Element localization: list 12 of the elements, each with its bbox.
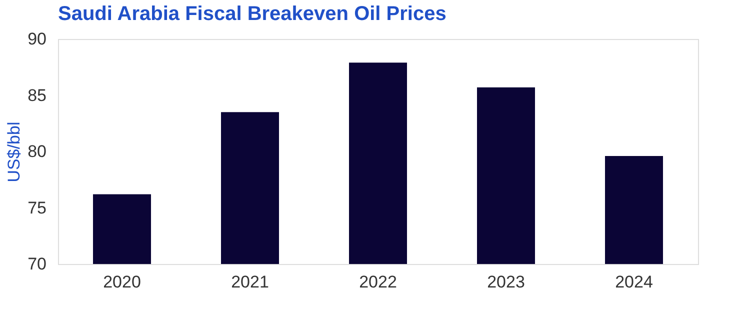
y-tick-label: 85 [28,86,46,105]
y-tick-label: 75 [28,198,46,218]
x-tick-label: 2024 [615,272,653,292]
y-tick-label: 90 [28,30,46,48]
y-axis-title: US$/bbl [4,122,24,182]
y-tick-label: 80 [28,142,46,161]
chart-title: Saudi Arabia Fiscal Breakeven Oil Prices [58,3,446,25]
x-tick-label: 2021 [231,272,269,292]
x-tick-label: 2023 [487,272,525,292]
x-tick-label: 2022 [359,272,397,292]
y-tick-label: 70 [28,254,46,274]
x-tick-label: 2020 [103,272,141,292]
